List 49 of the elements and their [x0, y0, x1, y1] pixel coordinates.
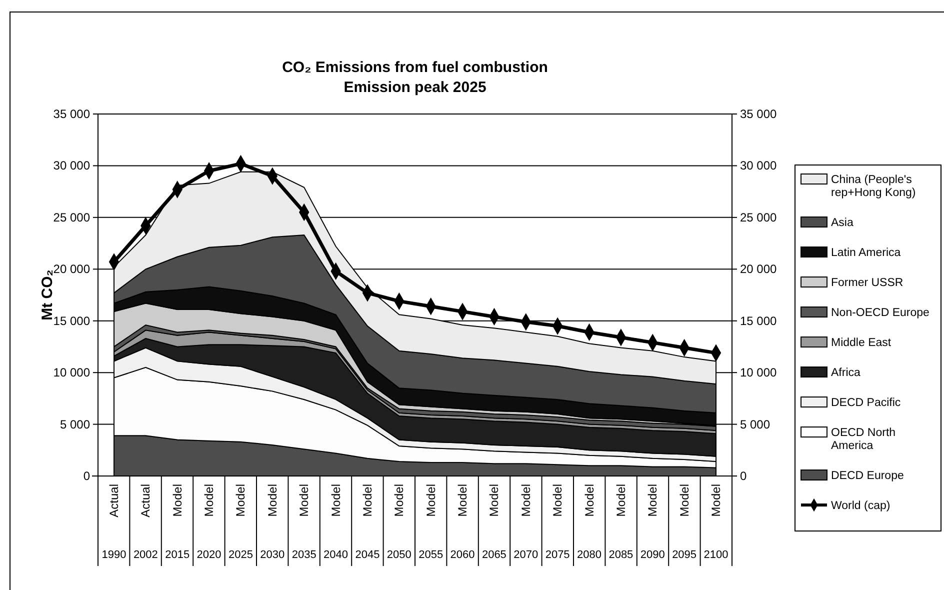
category-label: Model 2100 — [704, 484, 728, 561]
y2-tick-label: 20 000 — [740, 262, 778, 276]
y2-tick-label: 10 000 — [740, 366, 778, 380]
category-label: Model 2060 — [450, 484, 475, 561]
y2-tick-label: 25 000 — [740, 210, 778, 224]
legend-label: Non-OECD Europe — [831, 307, 930, 319]
category-label: Model 2080 — [577, 484, 602, 561]
y2-tick-label: 15 000 — [740, 314, 778, 328]
legend-label: Former USSR — [831, 277, 904, 289]
y2-tick-label: 0 — [740, 469, 747, 483]
category-label: Model 2075 — [545, 484, 570, 561]
y-tick-label: 5 000 — [60, 417, 90, 432]
legend-label: OECD North America — [831, 427, 896, 452]
y-tick-label: 10 000 — [53, 366, 90, 380]
legend-label: Africa — [831, 367, 861, 379]
y-tick-label: 15 000 — [53, 314, 90, 328]
category-label: Model 2040 — [324, 484, 348, 561]
category-label: Model 2055 — [418, 484, 444, 561]
legend-label: Asia — [831, 217, 854, 229]
y-tick-label: 20 000 — [53, 262, 90, 276]
category-label: Model 2095 — [672, 484, 697, 561]
category-label: Model 2085 — [608, 484, 634, 561]
category-label: Model 2050 — [386, 484, 412, 561]
category-label: Model 2025 — [228, 484, 253, 561]
category-label: Actual 1990 — [102, 484, 126, 561]
y-tick-label: 30 000 — [53, 158, 90, 173]
legend-label: China (People's rep+Hong Kong) — [831, 174, 916, 199]
category-label: Model 2035 — [292, 484, 316, 561]
category-label: Model 2045 — [355, 484, 380, 561]
legend-label: DECD Europe — [831, 470, 904, 482]
chart-title: CO₂ Emissions from fuel combustion — [282, 59, 548, 76]
category-label: Model 2065 — [482, 484, 506, 561]
category-label: Model 2090 — [640, 484, 665, 561]
legend-label: World (cap) — [831, 500, 890, 512]
category-label: Model 2070 — [514, 484, 538, 561]
y2-tick-label: 30 000 — [740, 158, 778, 173]
legend-label: Middle East — [831, 337, 892, 349]
category-label: Model 2030 — [260, 484, 285, 561]
y2-tick-label: 35 000 — [740, 107, 778, 121]
y-tick-label: 25 000 — [53, 210, 90, 224]
y-tick-label: 0 — [83, 469, 90, 483]
category-label: Actual 2002 — [133, 484, 158, 561]
legend-label: DECD Pacific — [831, 397, 901, 409]
y-tick-label: 35 000 — [53, 107, 90, 121]
category-label: Model 2020 — [196, 484, 222, 561]
legend-label: Latin America — [831, 247, 902, 259]
y2-tick-label: 5 000 — [740, 417, 770, 432]
category-label: Model 2015 — [165, 484, 190, 561]
chart-subtitle: Emission peak 2025 — [344, 79, 486, 96]
